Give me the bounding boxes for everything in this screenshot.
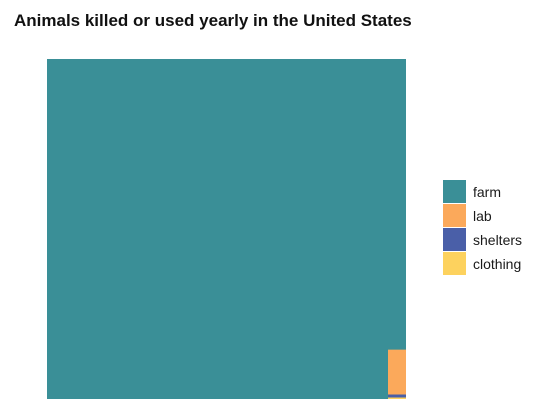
chart-title: Animals killed or used yearly in the Uni… [14,11,412,30]
legend-swatch-clothing [443,252,466,275]
legend-label-lab: lab [473,208,492,224]
treemap-tiles [47,59,406,399]
treemap-tile-clothing [388,397,406,399]
legend-swatch-farm [443,180,466,203]
legend: farm lab shelters clothing [443,180,522,275]
legend-label-clothing: clothing [473,256,521,272]
legend-label-shelters: shelters [473,232,522,248]
legend-swatch-shelters [443,228,466,251]
legend-label-farm: farm [473,184,501,200]
legend-swatch-lab [443,204,466,227]
treemap-tile-farm [47,59,406,399]
treemap-tile-lab [388,349,406,395]
treemap-tile-shelters [388,394,406,398]
